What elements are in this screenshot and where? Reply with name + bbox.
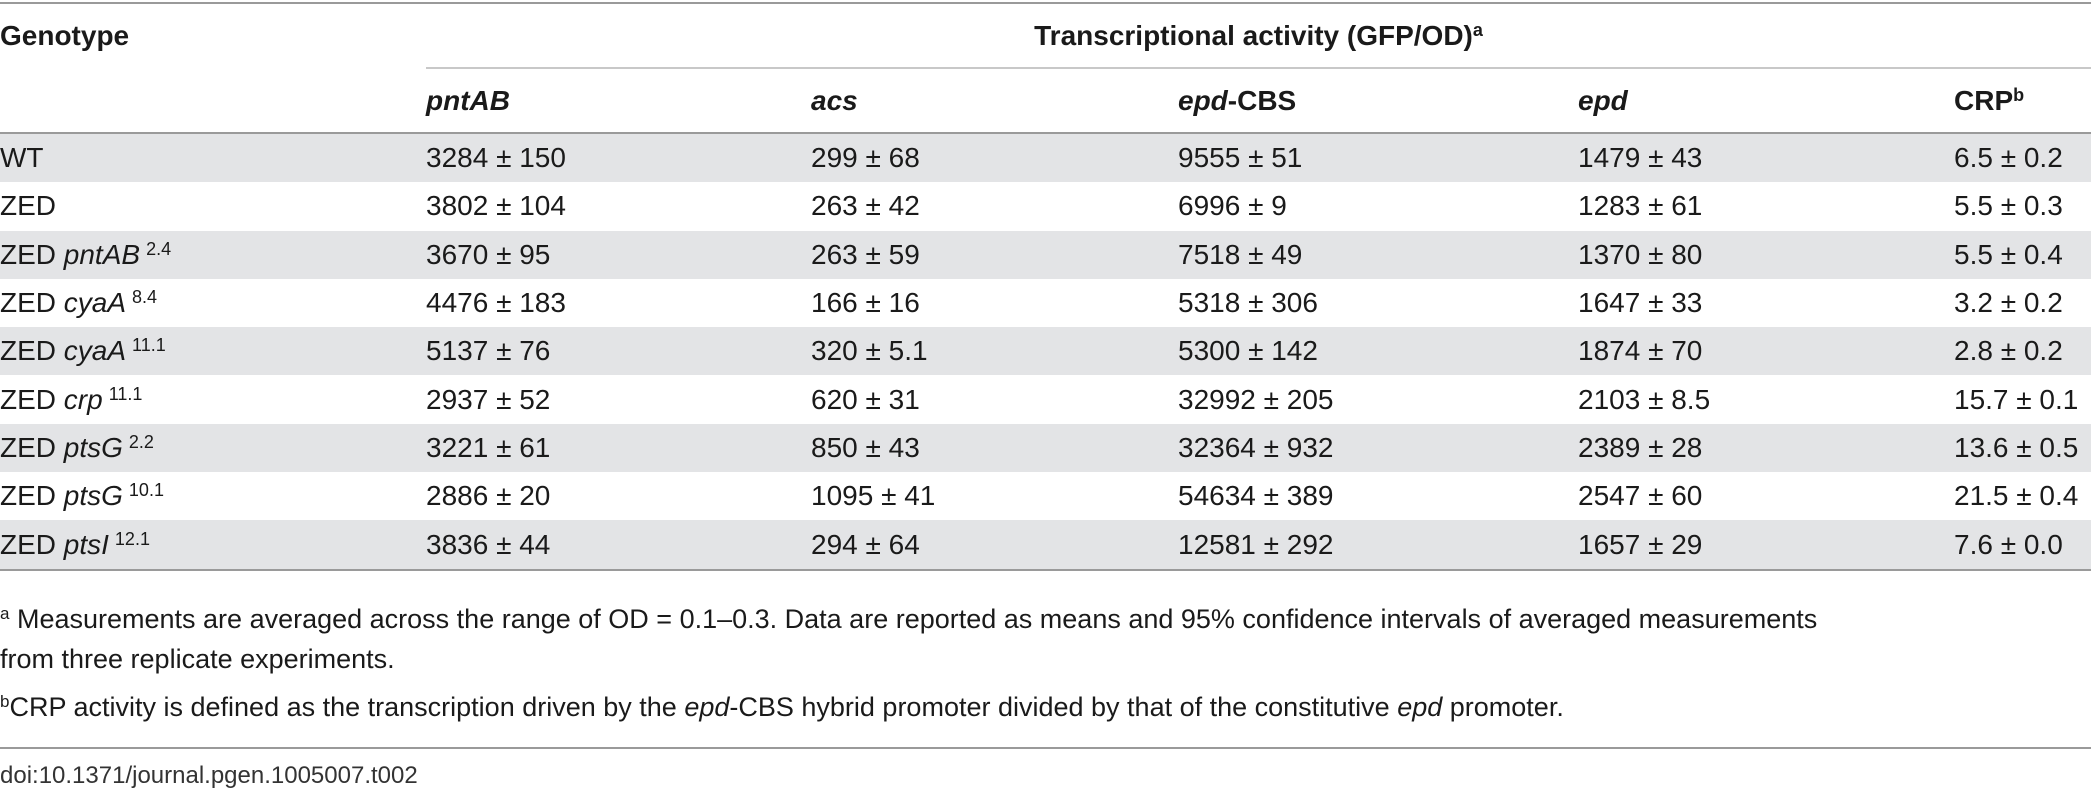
value-cell: 2389 ± 28 <box>1578 423 1954 473</box>
value-cell: 1283 ± 61 <box>1578 182 1954 231</box>
value-cell: 1874 ± 70 <box>1578 327 1954 376</box>
blank-header-cell <box>0 68 426 134</box>
genotype-cell: ZED crp 11.1 <box>0 375 426 424</box>
value-cell: 1479 ± 43 <box>1578 133 1954 183</box>
column-header: epd <box>1578 68 1954 134</box>
footnote-a: a Measurements are averaged across the r… <box>0 604 1818 674</box>
genotype-cell: ZED <box>0 182 426 231</box>
value-cell: 7518 ± 49 <box>1178 230 1578 279</box>
value-cell: 5.5 ± 0.4 <box>1954 230 2091 279</box>
table-row: ZED crp 11.1 2937 ± 52 620 ± 31 32992 ± 205 2… <box>0 375 2091 424</box>
value-cell: 3836 ± 44 <box>426 520 811 571</box>
genotype-cell: ZED ptsG 10.1 <box>0 472 426 521</box>
group-header: Transcriptional activity (GFP/OD)a <box>426 4 2091 69</box>
value-cell: 2.8 ± 0.2 <box>1954 327 2091 376</box>
table-row: ZED ptsI 12.1 3836 ± 44 294 ± 64 12581 ± 292… <box>0 520 2091 571</box>
table-row: ZED cyaA 11.1 5137 ± 76 320 ± 5.1 5300 ± 142… <box>0 327 2091 376</box>
value-cell: 3284 ± 150 <box>426 133 811 183</box>
value-cell: 850 ± 43 <box>811 423 1178 473</box>
table-row: ZED ptsG 2.2 3221 ± 61 850 ± 43 32364 ± 932 2… <box>0 423 2091 473</box>
table-row: ZED cyaA 8.4 4476 ± 183 166 ± 16 5318 ± 306 1… <box>0 278 2091 328</box>
value-cell: 3221 ± 61 <box>426 423 811 473</box>
value-cell: 13.6 ± 0.5 <box>1954 423 2091 473</box>
value-cell: 166 ± 16 <box>811 278 1178 328</box>
value-cell: 4476 ± 183 <box>426 278 811 328</box>
value-cell: 7.6 ± 0.0 <box>1954 520 2091 571</box>
doi-label: doi:10.1371/journal.pgen.1005007.t002 <box>0 762 418 789</box>
table-row: ZED 3802 ± 104 263 ± 42 6996 ± 9 1283 ± 61 5.… <box>0 182 2091 231</box>
value-cell: 620 ± 31 <box>811 375 1178 424</box>
value-cell: 15.7 ± 0.1 <box>1954 375 2091 424</box>
value-cell: 1370 ± 80 <box>1578 230 1954 279</box>
footer-rule <box>0 747 2091 749</box>
value-cell: 5300 ± 142 <box>1178 327 1578 376</box>
genotype-header: Genotype <box>0 20 130 51</box>
value-cell: 3.2 ± 0.2 <box>1954 278 2091 328</box>
column-header: epd-CBS <box>1178 68 1578 134</box>
value-cell: 1657 ± 29 <box>1578 520 1954 571</box>
genotype-cell: WT <box>0 133 426 183</box>
genotype-cell: ZED ptsG 2.2 <box>0 423 426 473</box>
table-top-rule <box>0 2 2091 4</box>
column-header: acs <box>811 68 1178 134</box>
table-row: WT 3284 ± 150 299 ± 68 9555 ± 51 1479 ± 43 6.… <box>0 133 2091 183</box>
value-cell: 1647 ± 33 <box>1578 278 1954 328</box>
footnote-b: bCRP activity is defined as the transcri… <box>0 692 1564 722</box>
value-cell: 2886 ± 20 <box>426 472 811 521</box>
value-cell: 6996 ± 9 <box>1178 182 1578 231</box>
value-cell: 2937 ± 52 <box>426 375 811 424</box>
value-cell: 5.5 ± 0.3 <box>1954 182 2091 231</box>
value-cell: 263 ± 42 <box>811 182 1178 231</box>
value-cell: 263 ± 59 <box>811 230 1178 279</box>
value-cell: 320 ± 5.1 <box>811 327 1178 376</box>
value-cell: 3670 ± 95 <box>426 230 811 279</box>
column-header: pntAB <box>426 68 811 134</box>
table-row: ZED ptsG 10.1 2886 ± 20 1095 ± 41 54634 ± 38… <box>0 472 2091 521</box>
value-cell: 54634 ± 389 <box>1178 472 1578 521</box>
genotype-cell: ZED cyaA 8.4 <box>0 278 426 328</box>
footnotes: a Measurements are averaged across the r… <box>0 595 2091 727</box>
value-cell: 5318 ± 306 <box>1178 278 1578 328</box>
column-header: CRPb <box>1954 68 2091 134</box>
table-row: ZED pntAB 2.4 3670 ± 95 263 ± 59 7518 ± 49 13… <box>0 230 2091 279</box>
genotype-cell: ZED pntAB 2.4 <box>0 230 426 279</box>
value-cell: 12581 ± 292 <box>1178 520 1578 571</box>
genotype-cell: ZED cyaA 11.1 <box>0 327 426 376</box>
value-cell: 294 ± 64 <box>811 520 1178 571</box>
value-cell: 299 ± 68 <box>811 133 1178 183</box>
value-cell: 2547 ± 60 <box>1578 472 1954 521</box>
value-cell: 1095 ± 41 <box>811 472 1178 521</box>
value-cell: 21.5 ± 0.4 <box>1954 472 2091 521</box>
value-cell: 32992 ± 205 <box>1178 375 1578 424</box>
value-cell: 6.5 ± 0.2 <box>1954 133 2091 183</box>
value-cell: 32364 ± 932 <box>1178 423 1578 473</box>
data-table: Genotype Transcriptional activity (GFP/O… <box>0 4 2091 571</box>
value-cell: 2103 ± 8.5 <box>1578 375 1954 424</box>
genotype-cell: ZED ptsI 12.1 <box>0 520 426 571</box>
value-cell: 9555 ± 51 <box>1178 133 1578 183</box>
value-cell: 5137 ± 76 <box>426 327 811 376</box>
value-cell: 3802 ± 104 <box>426 182 811 231</box>
